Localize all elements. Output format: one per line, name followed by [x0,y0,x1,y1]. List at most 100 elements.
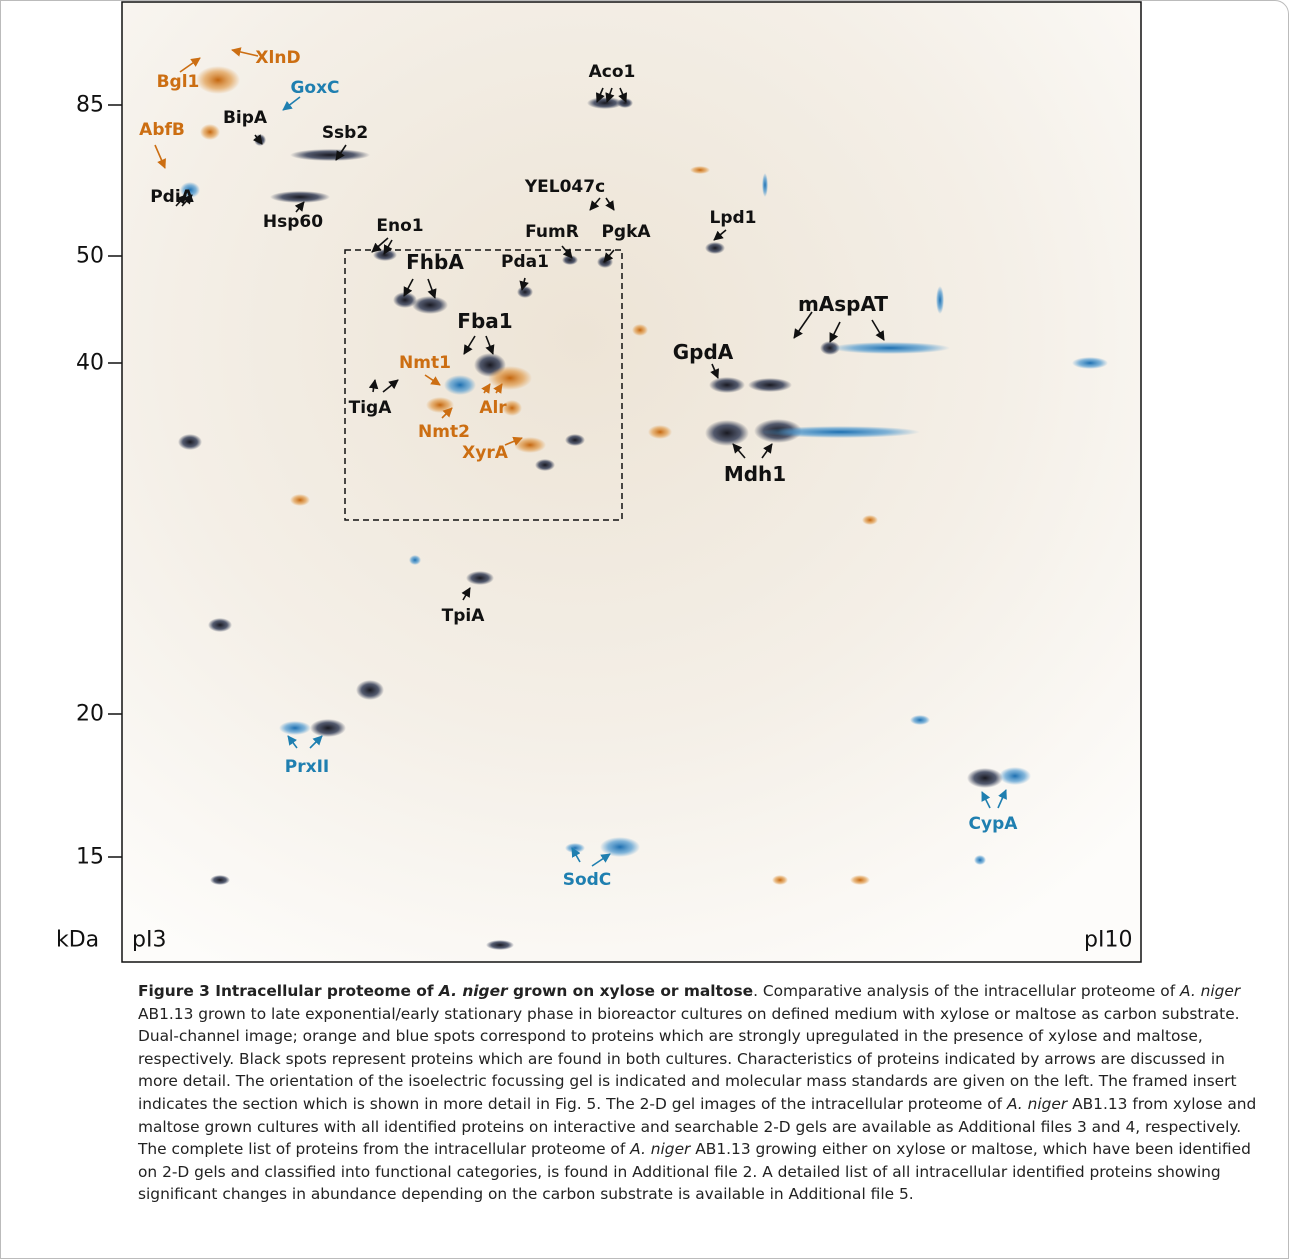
arrow [589,197,601,211]
gel-spot [967,768,1003,788]
gel-spot [830,342,950,354]
protein-label: Nmt2 [418,422,470,442]
protein-label: Pda1 [501,252,549,272]
arrow [231,47,259,57]
gel-spot [648,425,672,439]
gel-spot [535,459,555,471]
arrow [997,789,1007,809]
protein-label: FumR [525,222,579,242]
arrow [481,383,491,394]
gel-spot [466,571,494,585]
protein-label: Mdh1 [723,462,787,486]
mass-tick-label: 15 [76,844,104,870]
gel-spot [270,191,330,203]
protein-label: Ssb2 [321,123,369,143]
protein-label: Hsp60 [262,212,324,232]
caption-title: A. niger [438,982,508,1000]
arrow [519,277,529,291]
arrows [154,47,1007,867]
gel-spot [600,837,640,857]
arrow [793,311,813,339]
mass-tick-label: 50 [76,243,104,269]
mass-unit: kDa [56,927,100,953]
arrow [981,791,991,809]
gel-spot [705,242,725,254]
caption-title: grown on xylose or maltose [507,982,754,1000]
gel-spot [565,843,585,853]
arrow [368,379,379,393]
gel-spot [910,715,930,725]
arrow [427,278,437,299]
ph-start: pI3 [132,927,167,953]
gel-spot [356,680,384,700]
arrow [181,194,193,207]
protein-label: BipA [222,108,268,128]
gel-spot [488,366,532,390]
protein-label: mAspAT [797,292,889,316]
mass-tick-label: 85 [76,92,104,118]
gel-spot [502,400,522,416]
protein-label: GoxC [290,78,340,98]
arrow [179,57,201,73]
arrow [713,229,727,241]
gel-spot [409,555,421,565]
protein-label: TigA [348,398,392,418]
caption-text: A. niger [1180,982,1241,1000]
gel-spot [200,124,220,140]
arrow [154,144,166,169]
protein-label: PdiA [150,187,194,207]
arrow [383,239,393,255]
ph-end: pI10 [1084,927,1133,953]
caption-text: AB1.13 grown to late exponential/early s… [138,1004,1240,1113]
caption-text: AB1.13 from xylose and maltose grown cul… [138,1094,1257,1159]
gel-spot [565,434,585,446]
arrow [485,335,495,355]
arrow [309,735,323,749]
protein-label: Eno1 [376,216,424,236]
caption-text: A. niger [630,1140,691,1159]
protein-label: Bgl1 [156,72,200,92]
arrow [252,134,263,145]
arrow [605,87,615,103]
gel-spot [178,434,202,450]
arrow [463,335,476,355]
arrow [461,587,471,601]
mass-tick-label: 20 [76,701,104,727]
arrow [287,735,298,749]
caption-text: AB1.13 growing either on xylose or malto… [138,1140,1251,1204]
arrow [761,443,773,459]
protein-label: Alr [479,398,507,418]
gel-spot [517,286,533,298]
arrow [618,87,628,103]
gel-figure [108,1,1142,963]
protein-label: XlnD [255,48,301,68]
gel-spot [936,286,944,314]
protein-label: XyrA [462,443,508,463]
protein-label: PgkA [601,222,651,242]
arrow [335,144,347,161]
arrow [595,87,605,103]
protein-label: CypA [968,814,1018,834]
protein-label: Aco1 [588,62,636,82]
gel-spot [999,767,1031,785]
gel-spot [850,875,870,885]
arrow [294,201,305,213]
gel-spot [862,515,878,525]
gel-spot [748,378,792,392]
protein-label: PrxII [284,757,330,777]
gel-spot [290,149,370,161]
arrow [441,407,453,419]
gel-spot [208,618,232,632]
protein-label: SodC [562,870,612,890]
protein-label: YEL047c [524,177,606,197]
arrow [591,853,611,867]
protein-label: TpiA [441,606,485,626]
arrow [871,319,885,341]
protein-label: GpdA [672,340,734,364]
caption: Figure 3 Intracellular proteome of A. ni… [138,980,1268,1206]
gel-spot [1072,357,1108,369]
mass-tick-label: 40 [76,350,104,376]
arrow [282,96,301,111]
gel-spot [279,721,311,735]
arrow [504,436,523,446]
